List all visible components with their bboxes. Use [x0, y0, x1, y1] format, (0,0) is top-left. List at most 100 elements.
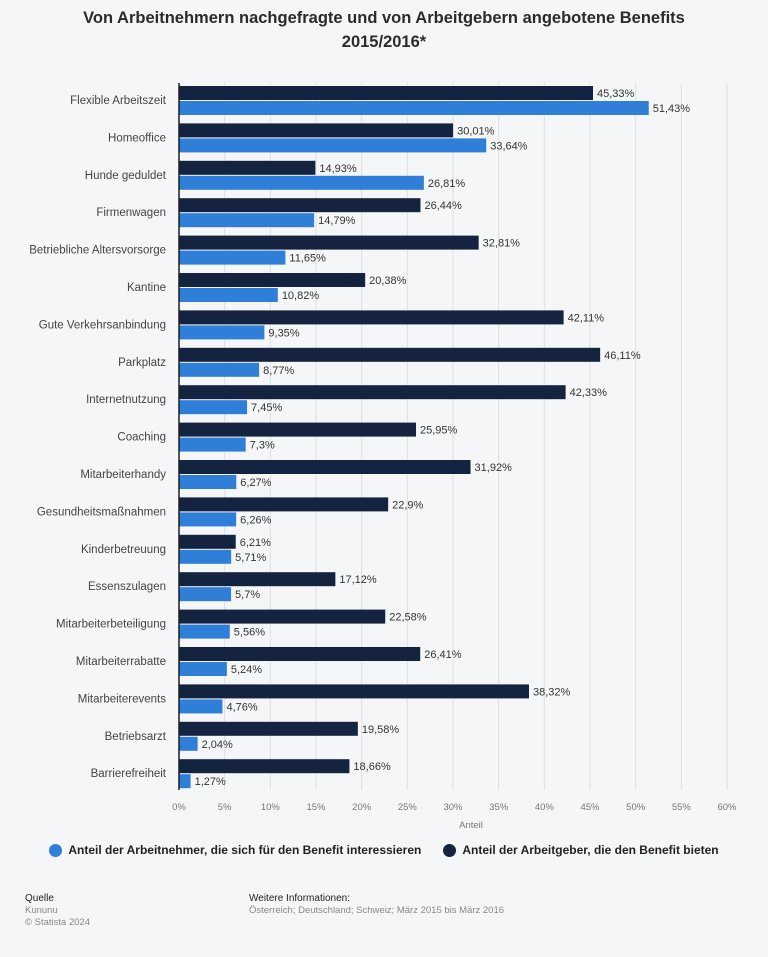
x-tick-label-10: 10% — [261, 802, 281, 813]
bar-employers-18 — [179, 759, 350, 774]
bar-employers-6 — [179, 310, 564, 325]
x-tick-label-5: 5% — [218, 802, 232, 813]
bar-employees-0 — [179, 101, 649, 115]
bar-employers-11 — [179, 497, 389, 512]
data-label-employees-1: 33,64% — [490, 140, 528, 152]
x-axis-title: Anteil — [459, 820, 483, 831]
data-label-employees-3: 14,79% — [318, 215, 356, 227]
category-label-7: Parkplatz — [118, 357, 166, 369]
data-label-employers-15: 26,41% — [424, 649, 462, 661]
data-label-employees-13: 5,7% — [235, 589, 260, 601]
data-label-employees-17: 2,04% — [202, 739, 233, 751]
bar-employees-1 — [179, 138, 487, 153]
bar-employers-12 — [179, 534, 236, 549]
source-block: Quelle Kununu © Statista 2024 — [25, 893, 90, 929]
bar-employees-17 — [179, 736, 198, 751]
chart-title: Von Arbeitnehmern nachgefragte und von A… — [0, 6, 768, 54]
bar-employers-4 — [179, 235, 479, 250]
legend: Anteil der Arbeitnehmer, die sich für de… — [0, 843, 768, 857]
data-label-employers-11: 22,9% — [392, 499, 423, 511]
bar-employers-15 — [179, 647, 421, 661]
legend-dot-employers-icon — [443, 843, 457, 857]
bar-employees-6 — [179, 325, 265, 340]
bar-employers-5 — [179, 273, 366, 287]
category-label-15: Mitarbeiterrabatte — [76, 656, 166, 668]
data-label-employers-18: 18,66% — [353, 761, 391, 773]
data-label-employees-10: 6,27% — [240, 477, 271, 489]
category-label-4: Betriebliche Altersvorsorge — [29, 245, 166, 257]
bar-employers-0 — [179, 86, 594, 100]
bar-employees-18 — [179, 774, 191, 789]
source-name: Kununu — [25, 905, 58, 916]
bar-employees-7 — [179, 362, 260, 377]
data-label-employers-7: 46,11% — [604, 350, 641, 362]
data-label-employers-2: 14,93% — [319, 163, 357, 175]
data-label-employees-15: 5,24% — [231, 664, 262, 676]
data-label-employers-17: 19,58% — [362, 724, 400, 736]
x-tick-label-20: 20% — [352, 802, 372, 813]
category-label-10: Mitarbeiterhandy — [80, 469, 166, 481]
data-label-employees-14: 5,56% — [234, 627, 265, 639]
data-label-employers-1: 30,01% — [457, 125, 495, 137]
x-tick-label-25: 25% — [398, 802, 418, 813]
bar-employers-2 — [179, 160, 316, 175]
data-label-employees-7: 8,77% — [263, 365, 294, 377]
bar-employers-14 — [179, 609, 386, 624]
data-label-employees-11: 6,26% — [240, 514, 271, 526]
data-label-employees-0: 51,43% — [653, 103, 691, 115]
category-label-2: Hunde geduldet — [85, 170, 167, 182]
legend-label-employees: Anteil der Arbeitnehmer, die sich für de… — [68, 843, 422, 857]
data-label-employers-5: 20,38% — [369, 275, 407, 287]
bar-employees-3 — [179, 213, 315, 228]
x-tick-label-55: 55% — [672, 802, 692, 813]
category-label-8: Internetnutzung — [86, 394, 166, 406]
x-tick-label-0: 0% — [172, 802, 186, 813]
bar-employees-12 — [179, 549, 232, 564]
legend-dot-employees-icon — [49, 843, 63, 857]
bar-employees-5 — [179, 288, 278, 302]
bar-employees-9 — [179, 437, 246, 452]
category-label-11: Gesundheitsmaßnahmen — [37, 506, 166, 518]
bar-employers-17 — [179, 721, 358, 736]
x-tick-label-15: 15% — [306, 802, 326, 813]
chart-title-line-1: Von Arbeitnehmern nachgefragte und von A… — [83, 9, 685, 27]
data-label-employers-13: 17,12% — [339, 574, 377, 586]
data-label-employers-3: 26,44% — [424, 200, 462, 212]
x-tick-label-60: 60% — [717, 802, 737, 813]
category-label-14: Mitarbeiterbeteiligung — [56, 619, 166, 631]
category-label-17: Betriebsarzt — [105, 731, 167, 743]
data-label-employers-12: 6,21% — [240, 537, 271, 549]
category-label-0: Flexible Arbeitszeit — [70, 95, 167, 107]
category-label-1: Homeoffice — [108, 132, 166, 144]
data-label-employees-5: 10,82% — [282, 290, 320, 302]
data-label-employees-2: 26,81% — [428, 178, 466, 190]
x-tick-label-50: 50% — [626, 802, 646, 813]
data-label-employees-4: 11,65% — [289, 253, 326, 265]
data-label-employers-0: 45,33% — [597, 88, 635, 100]
category-label-18: Barrierefreiheit — [91, 768, 167, 780]
bar-employers-13 — [179, 572, 336, 587]
info-block: Weitere Informationen: Österreich; Deuts… — [249, 893, 504, 917]
category-label-9: Coaching — [117, 432, 166, 444]
category-label-16: Mitarbeiterevents — [78, 693, 166, 705]
data-label-employees-16: 4,76% — [226, 701, 257, 713]
data-label-employers-9: 25,95% — [420, 425, 458, 437]
legend-item-employees[interactable]: Anteil der Arbeitnehmer, die sich für de… — [49, 843, 421, 857]
bar-employees-16 — [179, 699, 223, 714]
data-label-employees-9: 7,3% — [250, 440, 275, 452]
category-label-13: Essenszulagen — [88, 581, 166, 593]
data-label-employees-18: 1,27% — [195, 776, 226, 788]
category-label-3: Firmenwagen — [96, 207, 166, 219]
bar-chart: 0% 5% 10% 15% 20% 25% 30% 35% 40% 45% 50% 55% 60% Ant… — [29, 83, 737, 831]
source-heading: Quelle — [25, 893, 54, 904]
category-label-6: Gute Verkehrsanbindung — [39, 319, 166, 331]
bar-employees-10 — [179, 475, 237, 489]
legend-item-employers[interactable]: Anteil der Arbeitgeber, die den Benefit … — [443, 843, 719, 857]
data-label-employees-12: 5,71% — [235, 552, 266, 564]
bar-employees-2 — [179, 175, 424, 190]
x-tick-label-45: 45% — [580, 802, 600, 813]
category-label-5: Kantine — [127, 282, 166, 294]
bar-employees-15 — [179, 662, 227, 676]
bar-employers-10 — [179, 460, 471, 474]
bar-employers-1 — [179, 123, 454, 138]
